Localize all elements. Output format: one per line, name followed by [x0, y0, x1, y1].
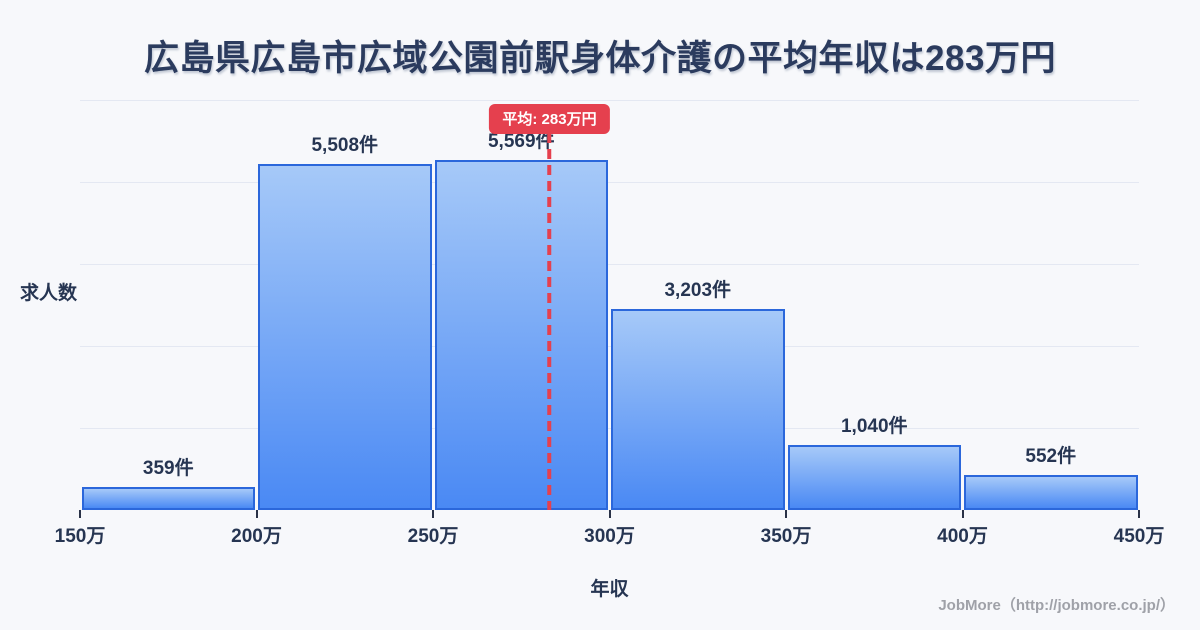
- x-axis-tick-label: 150万: [54, 526, 106, 547]
- bar-400万-450万: [964, 475, 1138, 510]
- y-axis-title: 求人数: [20, 283, 78, 304]
- bar-250万-300万: [434, 160, 608, 510]
- x-axis-tick: [608, 510, 611, 518]
- bar-value-label: 5,508件: [311, 134, 379, 156]
- bar-value-label: 552件: [1025, 446, 1077, 468]
- average-badge: 平均: 283万円: [489, 104, 610, 134]
- x-axis-tick: [255, 510, 258, 518]
- gridline: [80, 182, 1139, 183]
- bar-value-label: 1,040件: [840, 415, 908, 437]
- source-attribution: JobMore（http://jobmore.co.jp/）: [938, 597, 1175, 614]
- x-axis-title: 年収: [590, 579, 629, 600]
- x-axis-tick-label: 250万: [407, 526, 459, 547]
- bar-150万-200万: [81, 487, 255, 510]
- bar-200万-250万: [258, 163, 432, 510]
- x-axis-tick: [79, 510, 81, 518]
- x-axis-tick: [961, 510, 964, 518]
- bar-value-label: 5,569件: [487, 131, 555, 152]
- gridline: [80, 100, 1139, 101]
- x-axis-tick: [432, 510, 434, 518]
- gridline: [80, 346, 1139, 347]
- bar-350万-400万: [787, 444, 961, 510]
- bar-value-label: 3,203件: [664, 279, 732, 301]
- x-axis-tick-label: 350万: [760, 526, 812, 547]
- x-axis-tick-label: 450万: [1113, 526, 1165, 547]
- gridline: [80, 428, 1139, 429]
- plot-area: 359件 5,508件 5,569件 3,203件 1,040件 552件 150万 200万…: [55, 100, 1164, 547]
- chart-title: 広島県広島市広域公園前駅身体介護の平均年収は283万円: [144, 39, 1056, 78]
- gridline: [80, 264, 1139, 265]
- x-axis-tick-label: 200万: [231, 526, 282, 547]
- bar-300万-350万: [611, 308, 785, 510]
- bar-value-label: 359件: [142, 458, 194, 480]
- x-axis-tick-label: 400万: [937, 526, 988, 547]
- average-dashed-line: [547, 133, 552, 510]
- x-axis-tick: [785, 510, 787, 518]
- x-axis-tick-label: 300万: [584, 526, 635, 547]
- x-axis-tick: [1138, 510, 1140, 518]
